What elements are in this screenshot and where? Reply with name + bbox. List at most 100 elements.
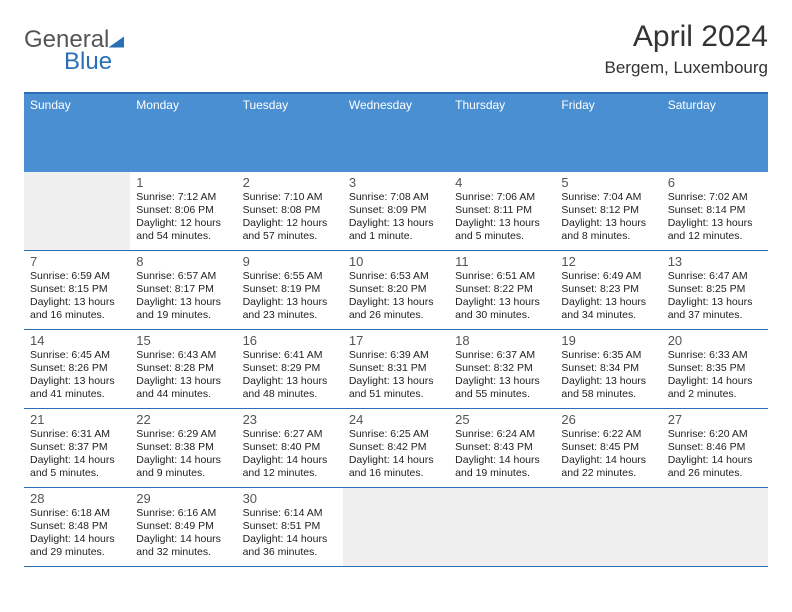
sunset-line: Sunset: 8:14 PM bbox=[668, 204, 762, 217]
weekday-header: Saturday bbox=[662, 94, 768, 172]
sunset-line: Sunset: 8:51 PM bbox=[243, 520, 337, 533]
calendar-day-cell: 21Sunrise: 6:31 AMSunset: 8:37 PMDayligh… bbox=[24, 409, 130, 487]
day-number: 1 bbox=[136, 175, 230, 190]
calendar-day-cell: 4Sunrise: 7:06 AMSunset: 8:11 PMDaylight… bbox=[449, 172, 555, 250]
daylight-line-1: Daylight: 14 hours bbox=[668, 375, 762, 388]
sunset-line: Sunset: 8:43 PM bbox=[455, 441, 549, 454]
calendar-day-cell: 9Sunrise: 6:55 AMSunset: 8:19 PMDaylight… bbox=[237, 251, 343, 329]
calendar-day-cell: 19Sunrise: 6:35 AMSunset: 8:34 PMDayligh… bbox=[555, 330, 661, 408]
sunrise-line: Sunrise: 6:35 AM bbox=[561, 349, 655, 362]
daylight-line-1: Daylight: 12 hours bbox=[243, 217, 337, 230]
daylight-line-1: Daylight: 14 hours bbox=[243, 454, 337, 467]
weekday-header: Tuesday bbox=[237, 94, 343, 172]
sunset-line: Sunset: 8:23 PM bbox=[561, 283, 655, 296]
sunset-line: Sunset: 8:49 PM bbox=[136, 520, 230, 533]
calendar-empty-cell bbox=[555, 488, 661, 566]
calendar-day-cell: 17Sunrise: 6:39 AMSunset: 8:31 PMDayligh… bbox=[343, 330, 449, 408]
sunrise-line: Sunrise: 6:57 AM bbox=[136, 270, 230, 283]
daylight-line-2: and 2 minutes. bbox=[668, 388, 762, 401]
day-number: 6 bbox=[668, 175, 762, 190]
daylight-line-2: and 44 minutes. bbox=[136, 388, 230, 401]
sunrise-line: Sunrise: 6:47 AM bbox=[668, 270, 762, 283]
sunset-line: Sunset: 8:22 PM bbox=[455, 283, 549, 296]
calendar-day-cell: 25Sunrise: 6:24 AMSunset: 8:43 PMDayligh… bbox=[449, 409, 555, 487]
calendar-day-cell: 29Sunrise: 6:16 AMSunset: 8:49 PMDayligh… bbox=[130, 488, 236, 566]
weekday-header: Wednesday bbox=[343, 94, 449, 172]
daylight-line-1: Daylight: 13 hours bbox=[668, 217, 762, 230]
day-number: 5 bbox=[561, 175, 655, 190]
daylight-line-1: Daylight: 14 hours bbox=[561, 454, 655, 467]
daylight-line-1: Daylight: 14 hours bbox=[349, 454, 443, 467]
calendar-day-cell: 2Sunrise: 7:10 AMSunset: 8:08 PMDaylight… bbox=[237, 172, 343, 250]
sunrise-line: Sunrise: 6:16 AM bbox=[136, 507, 230, 520]
daylight-line-2: and 34 minutes. bbox=[561, 309, 655, 322]
daylight-line-2: and 5 minutes. bbox=[455, 230, 549, 243]
sunrise-line: Sunrise: 6:20 AM bbox=[668, 428, 762, 441]
sunset-line: Sunset: 8:15 PM bbox=[30, 283, 124, 296]
calendar-day-cell: 22Sunrise: 6:29 AMSunset: 8:38 PMDayligh… bbox=[130, 409, 236, 487]
sunrise-line: Sunrise: 7:04 AM bbox=[561, 191, 655, 204]
daylight-line-2: and 26 minutes. bbox=[668, 467, 762, 480]
calendar-day-cell: 11Sunrise: 6:51 AMSunset: 8:22 PMDayligh… bbox=[449, 251, 555, 329]
daylight-line-1: Daylight: 13 hours bbox=[349, 296, 443, 309]
weekday-header-row: SundayMondayTuesdayWednesdayThursdayFrid… bbox=[24, 94, 768, 172]
day-number: 8 bbox=[136, 254, 230, 269]
daylight-line-1: Daylight: 13 hours bbox=[243, 375, 337, 388]
sunrise-line: Sunrise: 6:29 AM bbox=[136, 428, 230, 441]
daylight-line-2: and 1 minute. bbox=[349, 230, 443, 243]
weekday-header: Thursday bbox=[449, 94, 555, 172]
day-number: 14 bbox=[30, 333, 124, 348]
daylight-line-2: and 32 minutes. bbox=[136, 546, 230, 559]
sunset-line: Sunset: 8:06 PM bbox=[136, 204, 230, 217]
sunrise-line: Sunrise: 7:08 AM bbox=[349, 191, 443, 204]
calendar-day-cell: 15Sunrise: 6:43 AMSunset: 8:28 PMDayligh… bbox=[130, 330, 236, 408]
sunset-line: Sunset: 8:29 PM bbox=[243, 362, 337, 375]
daylight-line-1: Daylight: 14 hours bbox=[136, 533, 230, 546]
sunrise-line: Sunrise: 6:18 AM bbox=[30, 507, 124, 520]
day-number: 30 bbox=[243, 491, 337, 506]
daylight-line-1: Daylight: 12 hours bbox=[136, 217, 230, 230]
sunset-line: Sunset: 8:37 PM bbox=[30, 441, 124, 454]
daylight-line-2: and 41 minutes. bbox=[30, 388, 124, 401]
calendar-day-cell: 13Sunrise: 6:47 AMSunset: 8:25 PMDayligh… bbox=[662, 251, 768, 329]
sunset-line: Sunset: 8:28 PM bbox=[136, 362, 230, 375]
brand-part2: Blue bbox=[64, 48, 127, 76]
daylight-line-2: and 29 minutes. bbox=[30, 546, 124, 559]
calendar-day-cell: 6Sunrise: 7:02 AMSunset: 8:14 PMDaylight… bbox=[662, 172, 768, 250]
sunset-line: Sunset: 8:40 PM bbox=[243, 441, 337, 454]
day-number: 23 bbox=[243, 412, 337, 427]
daylight-line-1: Daylight: 13 hours bbox=[349, 375, 443, 388]
calendar-empty-cell bbox=[449, 488, 555, 566]
daylight-line-2: and 58 minutes. bbox=[561, 388, 655, 401]
calendar-day-cell: 27Sunrise: 6:20 AMSunset: 8:46 PMDayligh… bbox=[662, 409, 768, 487]
daylight-line-2: and 16 minutes. bbox=[349, 467, 443, 480]
sunset-line: Sunset: 8:19 PM bbox=[243, 283, 337, 296]
calendar-day-cell: 8Sunrise: 6:57 AMSunset: 8:17 PMDaylight… bbox=[130, 251, 236, 329]
day-number: 25 bbox=[455, 412, 549, 427]
day-number: 21 bbox=[30, 412, 124, 427]
daylight-line-1: Daylight: 13 hours bbox=[561, 375, 655, 388]
weekday-header: Monday bbox=[130, 94, 236, 172]
daylight-line-1: Daylight: 13 hours bbox=[455, 217, 549, 230]
daylight-line-2: and 22 minutes. bbox=[561, 467, 655, 480]
sunset-line: Sunset: 8:12 PM bbox=[561, 204, 655, 217]
sunset-line: Sunset: 8:34 PM bbox=[561, 362, 655, 375]
daylight-line-2: and 5 minutes. bbox=[30, 467, 124, 480]
sunrise-line: Sunrise: 6:43 AM bbox=[136, 349, 230, 362]
daylight-line-2: and 12 minutes. bbox=[243, 467, 337, 480]
daylight-line-2: and 57 minutes. bbox=[243, 230, 337, 243]
sunset-line: Sunset: 8:31 PM bbox=[349, 362, 443, 375]
daylight-line-2: and 36 minutes. bbox=[243, 546, 337, 559]
weekday-header: Sunday bbox=[24, 94, 130, 172]
logo-triangle-icon bbox=[107, 35, 127, 49]
sunrise-line: Sunrise: 7:10 AM bbox=[243, 191, 337, 204]
daylight-line-1: Daylight: 14 hours bbox=[30, 533, 124, 546]
sunset-line: Sunset: 8:35 PM bbox=[668, 362, 762, 375]
sunrise-line: Sunrise: 7:02 AM bbox=[668, 191, 762, 204]
daylight-line-2: and 16 minutes. bbox=[30, 309, 124, 322]
day-number: 10 bbox=[349, 254, 443, 269]
sunset-line: Sunset: 8:17 PM bbox=[136, 283, 230, 296]
daylight-line-2: and 51 minutes. bbox=[349, 388, 443, 401]
day-number: 27 bbox=[668, 412, 762, 427]
calendar-empty-cell bbox=[343, 488, 449, 566]
